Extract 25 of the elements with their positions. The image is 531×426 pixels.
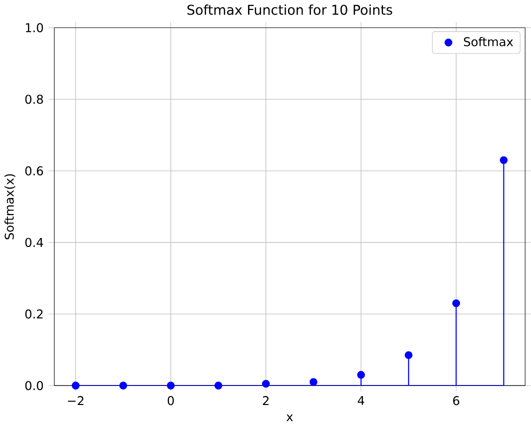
point [214,382,222,390]
x-tick-label: −2 [68,396,84,406]
point [310,378,318,386]
chart-title: Softmax Function for 10 Points [187,4,392,16]
y-tick-label: 0.2 [25,310,43,319]
point [357,371,365,379]
legend-label: Softmax [464,37,514,47]
point [119,382,128,390]
point [500,156,508,164]
x-tick-label: 2 [262,396,269,406]
y-tick-label: 0.8 [25,94,43,104]
y-tick-label: 1.0 [26,23,43,33]
point [166,382,175,390]
point [452,300,460,308]
x-axis-title: x [286,414,293,422]
y-tick-label: 0.0 [25,381,43,390]
y-tick-label: 0.6 [25,166,44,176]
y-tick-label: 0.4 [25,238,44,248]
point [262,380,270,388]
point [404,351,413,360]
point [72,382,80,390]
y-axis-title: Softmax(x) [4,174,16,240]
x-tick-label: 0 [168,396,174,406]
x-tick-label: 6 [453,396,460,406]
x-tick-label: 4 [358,396,364,406]
